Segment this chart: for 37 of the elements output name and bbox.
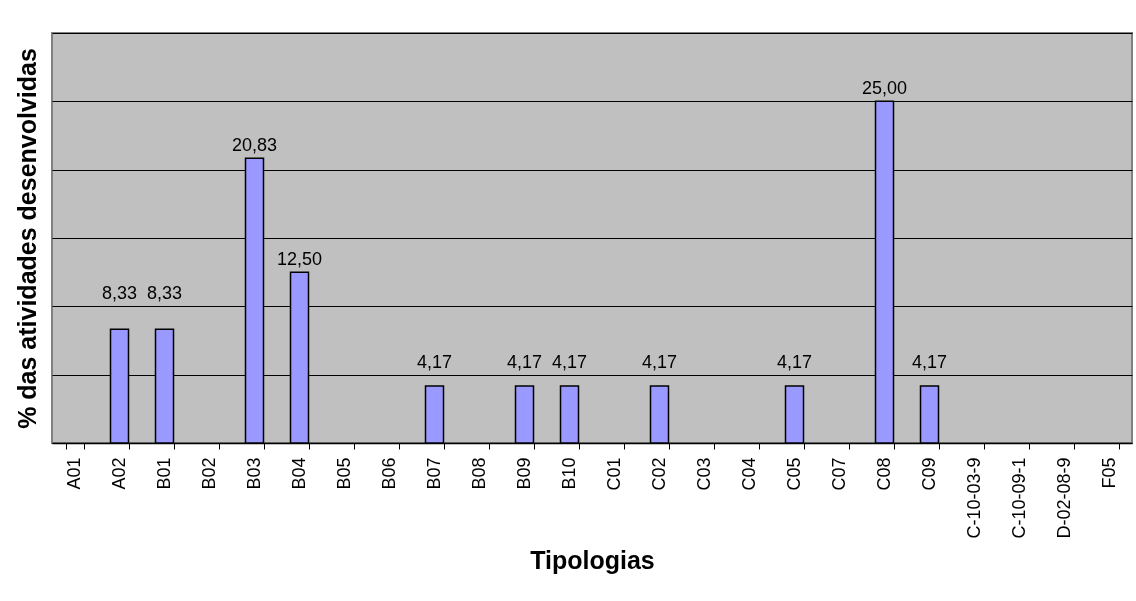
x-tick-label: C05	[784, 457, 804, 491]
x-tick-label: C08	[874, 457, 894, 491]
x-tick-label: B05	[334, 457, 354, 490]
x-tick-label: B07	[424, 457, 444, 490]
x-tick-label: B08	[469, 457, 489, 490]
x-tick-label: C09	[919, 457, 939, 491]
x-tick-label: D-02-08-9	[1054, 457, 1074, 539]
data-label: 4,17	[776, 351, 813, 372]
x-tick-label: C04	[739, 457, 759, 491]
x-tick-label: F05	[1099, 457, 1119, 489]
x-tick-label: C02	[649, 457, 669, 491]
x-tick-label: B04	[289, 457, 309, 490]
x-tick-label: C03	[694, 457, 714, 491]
data-label: 4,17	[911, 351, 948, 372]
x-tick-label: B06	[379, 457, 399, 490]
data-label: 25,00	[861, 78, 908, 99]
data-label: 20,83	[231, 135, 278, 156]
x-axis-title: Tipologias	[530, 545, 655, 574]
data-label: 8,33	[146, 283, 183, 304]
x-tick-label: A01	[64, 457, 84, 490]
x-tick-label: B09	[514, 457, 534, 490]
data-label: 4,17	[506, 351, 543, 372]
data-label: 4,17	[416, 351, 453, 372]
x-tick-label: C01	[604, 457, 624, 491]
x-tick-label: B03	[244, 457, 264, 490]
x-tick-label: A02	[109, 457, 129, 490]
y-axis-title: % das atividades desenvolvidas	[12, 48, 41, 429]
x-tick-label: C-10-03-9	[964, 457, 984, 539]
data-label: 8,33	[101, 283, 138, 304]
data-label: 4,17	[551, 351, 588, 372]
x-tick-label: B10	[559, 457, 579, 490]
x-tick-label: B01	[154, 457, 174, 490]
x-tick-label: B02	[199, 457, 219, 490]
x-tick-label: C-10-09-1	[1009, 457, 1029, 539]
x-tick-label: C07	[829, 457, 849, 491]
data-label: 12,50	[276, 249, 323, 270]
data-label: 4,17	[641, 351, 678, 372]
